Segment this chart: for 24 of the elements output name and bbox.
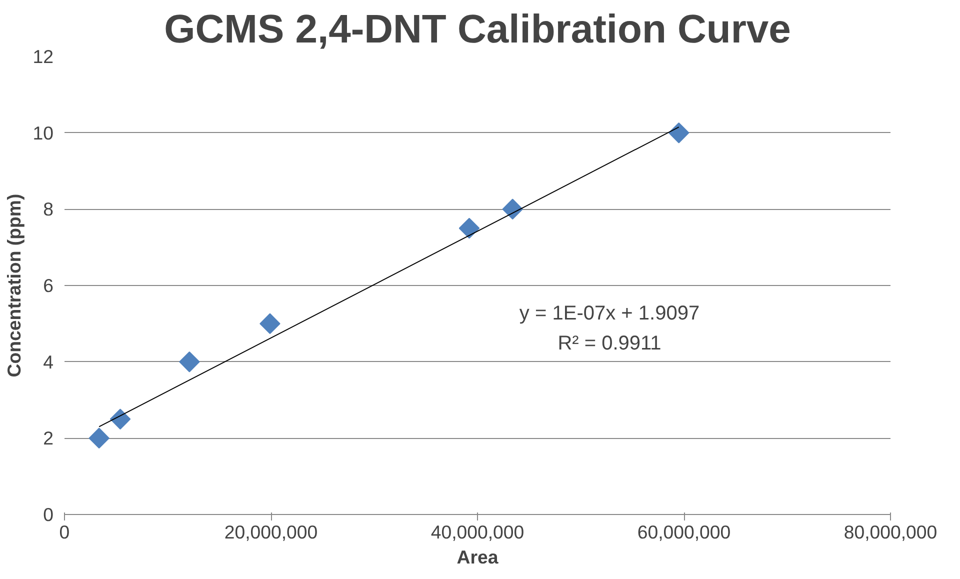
- point: [668, 122, 690, 144]
- x-tick-label: 0: [59, 522, 70, 542]
- y-tick-label: 4: [43, 351, 54, 372]
- point: [179, 351, 200, 372]
- x-axis-title: Area: [456, 546, 499, 568]
- x-tick-label: 60,000,000: [637, 522, 731, 542]
- y-tick-label: 10: [32, 122, 54, 144]
- y-tick-label: 2: [43, 428, 54, 449]
- x-tick-label: 40,000,000: [430, 522, 524, 542]
- y-axis-title: Concentration (ppm): [4, 194, 25, 378]
- y-tick-label: 0: [43, 504, 54, 525]
- point: [88, 428, 110, 449]
- y-tick-label: 8: [43, 198, 54, 220]
- x-tick-label: 80,000,000: [844, 522, 938, 542]
- point: [458, 218, 480, 239]
- point: [260, 313, 280, 334]
- x-tick-label: 20,000,000: [224, 522, 318, 542]
- y-tick-label: 6: [43, 275, 54, 296]
- annotation: y = 1E-07x + 1.9097: [519, 302, 700, 324]
- point: [110, 408, 131, 430]
- point: [502, 198, 524, 220]
- chart-title: GCMS 2,4-DNT Calibration Curve: [164, 8, 791, 52]
- annotation: R² = 0.9911: [558, 332, 662, 354]
- y-tick-label: 12: [32, 46, 54, 67]
